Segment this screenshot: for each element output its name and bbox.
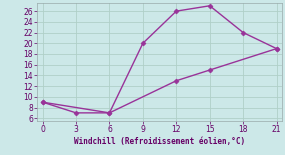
X-axis label: Windchill (Refroidissement éolien,°C): Windchill (Refroidissement éolien,°C) bbox=[74, 137, 245, 146]
